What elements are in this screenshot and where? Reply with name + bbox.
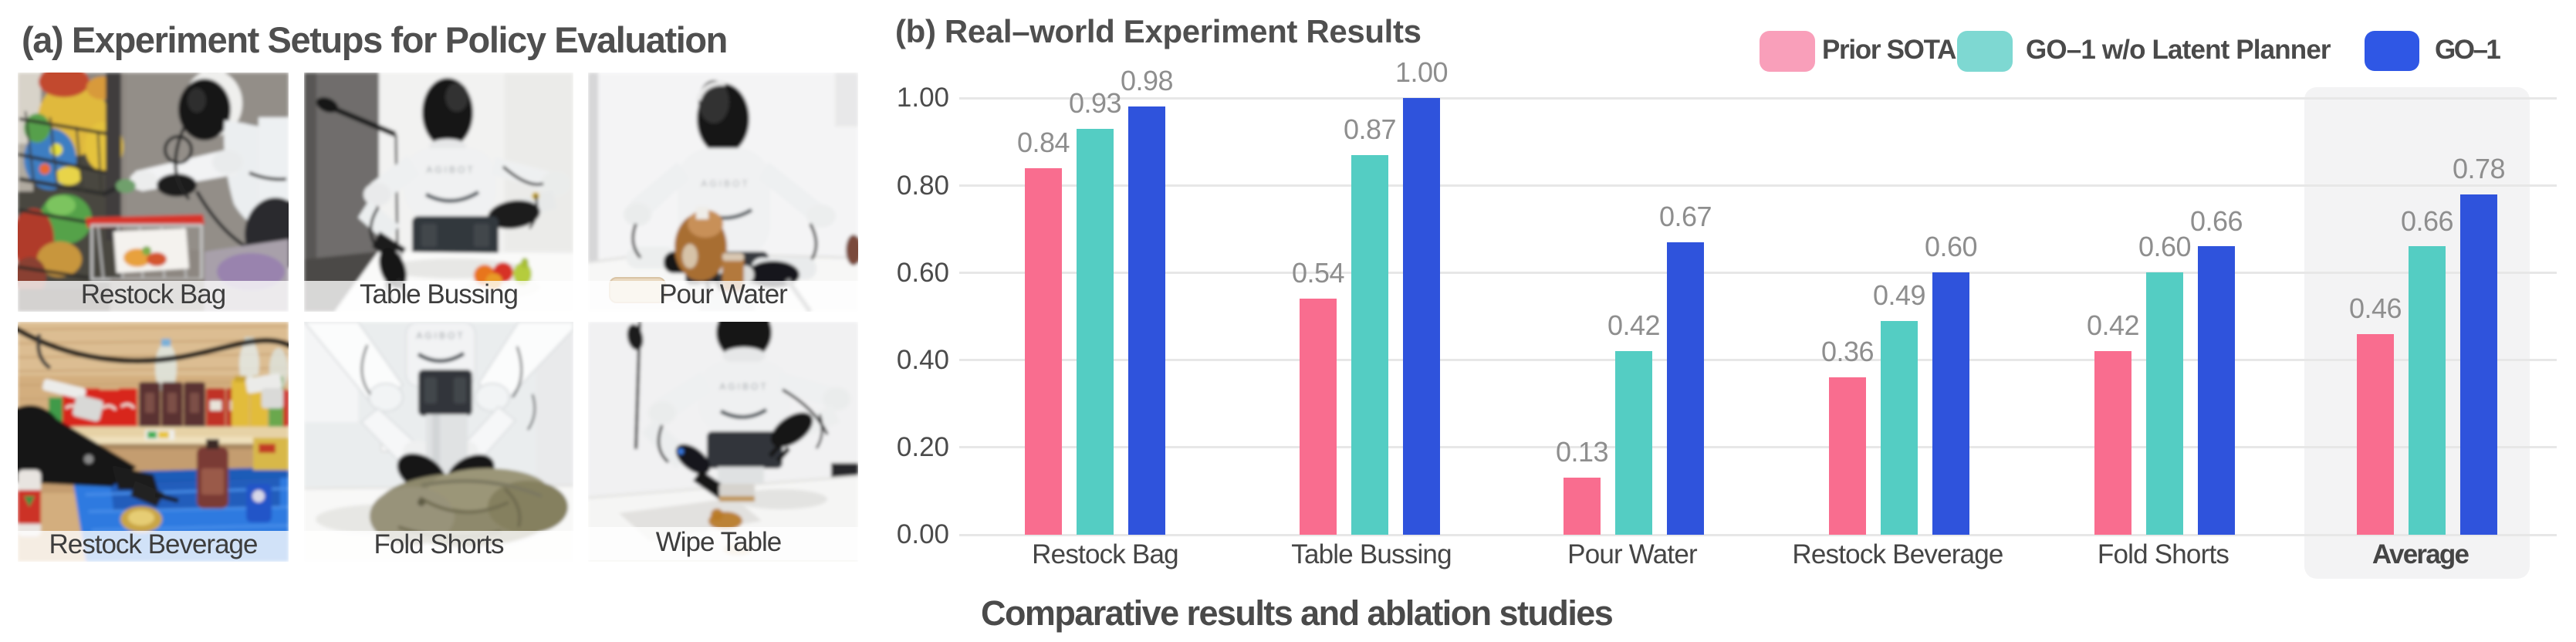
- svg-text:AGIBOT: AGIBOT: [719, 381, 768, 392]
- svg-text:AGIBOT: AGIBOT: [701, 178, 749, 189]
- svg-text:Fold Shorts: Fold Shorts: [374, 529, 504, 559]
- svg-text:Table Bussing: Table Bussing: [360, 279, 518, 309]
- svg-text:AGIBOT: AGIBOT: [426, 164, 475, 175]
- svg-text:AGIBOT: AGIBOT: [416, 330, 465, 341]
- svg-text:Pour Water: Pour Water: [659, 279, 788, 309]
- svg-text:Wipe Table: Wipe Table: [656, 527, 782, 557]
- svg-text:Restock Beverage: Restock Beverage: [49, 529, 258, 559]
- svg-text:Restock Bag: Restock Bag: [81, 279, 225, 309]
